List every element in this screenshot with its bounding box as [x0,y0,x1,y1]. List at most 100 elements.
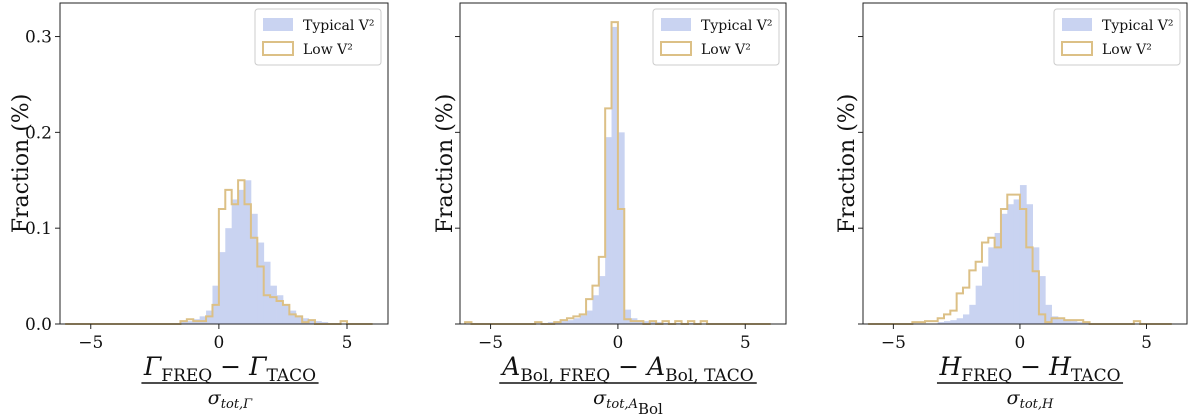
axes-frame [59,2,389,325]
legend-typical-swatch [1062,18,1092,31]
typical-bar [1064,320,1071,324]
x-axis-title-denominator: σtot,H [1007,387,1054,412]
typical-bar [962,314,970,324]
typical-bar [560,321,568,324]
x-title-part: Bol [638,400,663,418]
y-tick-label: 0.0 [25,315,52,335]
typical-bar [250,213,258,324]
typical-bar [586,310,593,324]
typical-bar [643,321,651,324]
x-title-part: − [212,352,249,381]
x-title-part: Γ [143,352,163,381]
y-tick-label: 0.3 [25,28,52,48]
x-title-part: H [938,352,962,381]
x-tick-label: 5 [740,333,751,353]
typical-bar [937,322,945,324]
legend-typical-swatch [263,18,293,31]
x-title-part: − [1012,352,1049,381]
x-tick-label: 0 [1015,333,1026,353]
typical-bar [624,309,632,324]
typical-bar [944,321,951,324]
typical-bar [1076,322,1084,324]
typical-bar [1007,204,1015,324]
x-tick-label: 5 [342,333,353,353]
typical-bar [295,315,303,324]
y-axis-title: Fraction (%) [433,94,458,234]
typical-bar [975,285,983,324]
x-tick-label: 5 [1141,333,1152,353]
x-tick-label: −5 [478,333,503,353]
typical-bar [225,228,233,324]
typical-bar [956,318,964,324]
y-tick-label: 0.2 [25,123,52,143]
typical-bar [579,315,587,324]
typical-bar [592,295,600,324]
x-title-part: − [610,352,647,381]
typical-bar [231,199,239,324]
typical-bar [218,252,226,324]
typical-bar [598,276,606,324]
x-title-part: FREQ [961,366,1012,386]
y-axis-title: Fraction (%) [835,94,860,234]
legend-low-swatch [660,41,692,56]
typical-bar [1045,304,1052,324]
typical-bar [270,285,277,324]
x-tick-label: −5 [78,333,103,353]
x-title-part: H [1048,352,1072,381]
typical-bar [994,232,1002,324]
typical-bar [308,320,316,324]
x-title-part: Bol, FREQ [520,366,610,386]
typical-bar [605,137,612,324]
x-title-part: tot,Γ [221,397,253,412]
legend-typical-swatch [661,18,691,31]
x-axis-title-numerator: ABol, FREQ − ABol, TACO [500,352,754,386]
x-tick-label: −5 [881,333,906,353]
x-title-part: TACO [1071,366,1121,386]
legend-low-swatch [1061,41,1093,56]
typical-bar [257,242,265,324]
x-title-part: σ [593,387,607,409]
legend-typical-label: Typical V² [701,18,773,34]
typical-bar [649,322,657,324]
typical-bar [1051,316,1059,324]
typical-bar [1013,199,1021,324]
typical-bar [1000,213,1008,324]
typical-bar [617,132,625,324]
y-axis-title: Fraction (%) [9,94,34,234]
y-tick-label: 0.1 [25,219,52,239]
x-title-part: A [645,352,665,381]
legend-typical-label: Typical V² [1102,18,1174,34]
legend-low-label: Low V² [1102,42,1152,58]
x-title-part: Bol, TACO [665,366,754,386]
typical-bar [1070,321,1078,324]
x-title-part: A [500,352,520,381]
typical-bar [276,295,284,324]
typical-bar [1019,185,1027,324]
typical-bar [981,266,989,324]
typical-bar [1038,276,1046,324]
axes-frame [459,2,787,325]
typical-bar [238,189,245,324]
typical-bar [988,247,996,324]
typical-bar [244,180,252,324]
typical-bar [282,304,290,324]
x-tick-label: 0 [213,333,224,353]
typical-bar [1032,247,1040,324]
typical-bar [1057,319,1065,324]
x-title-part: σ [208,387,222,409]
x-title-part: Γ [248,352,268,381]
x-title-part: tot,A [606,397,638,412]
typical-bar [289,310,297,324]
x-axis-title-numerator: HFREQ − HTACO [938,352,1120,386]
typical-bar [566,320,574,324]
legend-typical-label: Typical V² [303,18,375,34]
axes-frame [862,2,1188,325]
typical-bar [186,321,194,324]
x-title-part: TACO [266,366,316,386]
x-title-part: FREQ [161,366,212,386]
typical-bar [1026,204,1033,324]
